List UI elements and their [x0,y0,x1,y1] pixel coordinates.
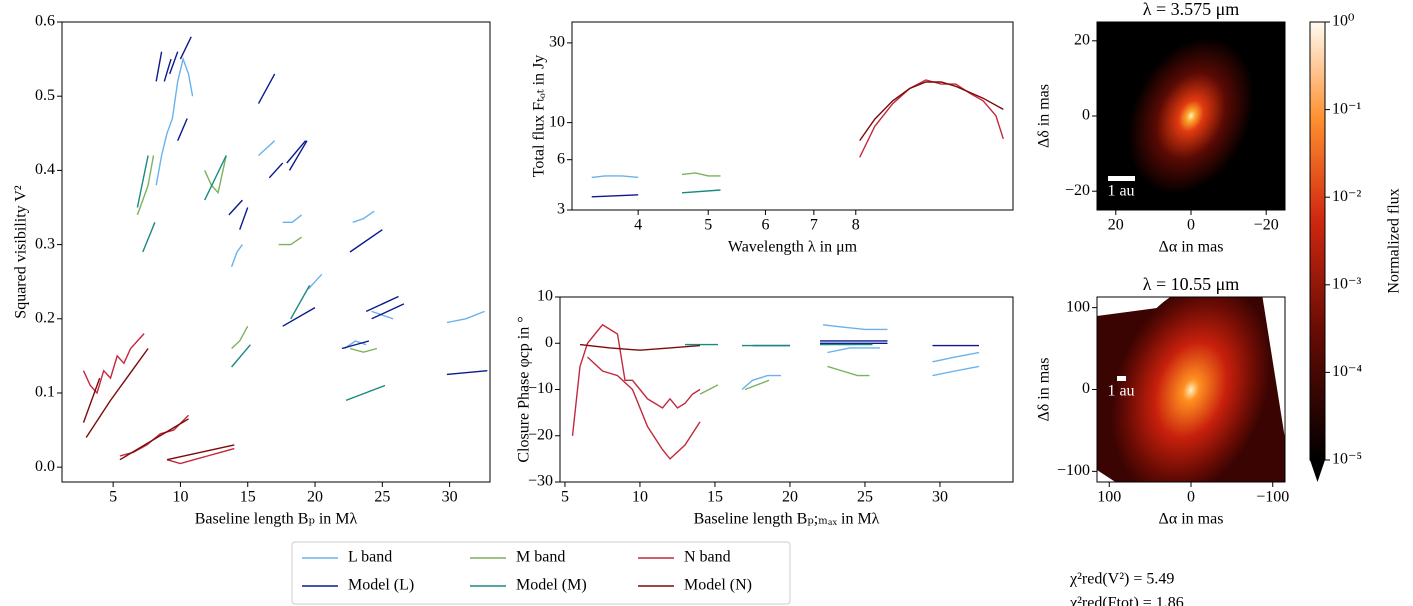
x-tick-label: 30 [442,489,458,506]
y-tick-label: 6 [557,150,565,167]
fit-statistic: χ²red(Ftot) = 1.86 [1069,595,1184,606]
y-tick-label: 0.1 [35,384,55,401]
image-2 [1097,297,1285,482]
series-line [859,79,1004,158]
y-tick-label: 0.3 [35,235,55,252]
y-tick-label: 0.5 [35,87,55,104]
y-tick-label: 0.4 [35,161,55,178]
scale-label: 1 au [1107,183,1134,200]
x-tick-label: 15 [240,489,256,506]
legend-label: N band [684,549,731,566]
series-line [591,194,639,198]
colorbar-frame [1309,21,1326,461]
x-axis-label: Δα in mas [1159,511,1224,528]
series-line [741,324,980,391]
y-tick-label: −20 [1065,182,1090,199]
series-line [699,365,870,395]
series-line [136,155,378,353]
plot-frame [61,21,491,483]
chart-title: λ = 10.55 μm [1143,274,1240,294]
series-line [859,81,1004,142]
y-tick-label: 0 [1082,380,1090,397]
x-tick-label: 7 [810,217,818,234]
x-axis-label: Baseline length Bₚ;ₘₐₓ in Mλ [694,511,880,528]
x-tick-label: 0 [1187,489,1195,506]
y-axis-label: Squared visibility V² [13,185,30,319]
x-axis-label: Δα in mas [1159,239,1224,256]
x-tick-label: 100 [1097,489,1121,506]
x-tick-label: 20 [307,489,323,506]
x-tick-label: 6 [761,217,769,234]
series-line [571,323,701,460]
x-tick-label: 25 [374,489,390,506]
legend-label: Model (N) [684,577,752,594]
y-tick-label: 0.0 [35,458,55,475]
image-1 [1097,22,1285,210]
y-tick-label: −10 [528,380,553,397]
x-tick-label: 20 [782,489,798,506]
x-tick-label: 5 [704,217,712,234]
series-line [82,333,235,465]
legend-label: Model (M) [516,577,587,594]
y-tick-label: 100 [1066,298,1090,315]
x-tick-label: 5 [561,489,569,506]
y-tick-label: 10 [537,288,553,305]
legend-label: Model (L) [348,577,414,594]
x-tick-label: 25 [857,489,873,506]
y-axis-label: Δδ in mas [1036,357,1053,421]
colorbar-label: Normalized flux [1386,188,1403,293]
plot-frame [571,21,1014,211]
legend-label: M band [516,549,565,566]
fit-statistic: χ²red(V²) = 5.49 [1069,571,1174,588]
x-tick-label: −20 [1254,217,1279,234]
y-tick-label: 0.2 [35,309,55,326]
y-tick-label: 20 [1074,31,1090,48]
x-tick-label: 10 [172,489,188,506]
series-line [155,56,485,350]
x-tick-label: 5 [109,489,117,506]
series-line [685,343,873,347]
y-tick-label: 10 [549,113,565,130]
colorbar [1310,22,1325,482]
x-tick-label: 30 [932,489,948,506]
legend-label: L band [348,549,392,566]
x-tick-label: 8 [852,217,860,234]
y-tick-label: 10⁻² [1332,188,1361,205]
y-tick-label: 10⁰ [1332,13,1354,30]
y-tick-label: 30 [549,34,565,51]
x-tick-label: 15 [707,489,723,506]
x-axis-label: Wavelength λ in μm [728,239,858,256]
series-line [681,172,721,177]
scale-label: 1 au [1107,383,1134,400]
chart-title: λ = 3.575 μm [1143,0,1240,19]
y-tick-label: 10⁻⁴ [1332,363,1362,380]
x-tick-label: −100 [1256,489,1289,506]
y-tick-label: 0 [545,334,553,351]
y-tick-label: 10⁻³ [1332,275,1361,292]
y-tick-label: −20 [528,426,553,443]
x-tick-label: 10 [632,489,648,506]
series-line [579,343,701,351]
y-axis-label: Δδ in mas [1036,84,1053,148]
y-axis-label: Total flux Fₜₒₜ in Jy [531,55,548,178]
series-line [155,36,488,376]
y-tick-label: −100 [1057,462,1090,479]
plot-frame [559,296,1014,483]
series-line [82,348,235,461]
x-tick-label: 20 [1108,217,1124,234]
y-axis-label: Closure Phase φcp in ° [516,316,533,462]
y-tick-label: 3 [557,201,565,218]
series-line [591,175,639,179]
y-tick-label: 10⁻⁵ [1332,451,1362,468]
y-tick-label: 0 [1082,107,1090,124]
y-tick-label: −30 [528,473,553,490]
x-tick-label: 4 [634,217,642,234]
series-line [136,155,386,402]
x-axis-label: Baseline length Bₚ in Mλ [195,511,358,528]
series-line [681,189,721,194]
y-tick-label: 0.6 [35,13,55,30]
y-tick-label: 10⁻¹ [1332,100,1361,117]
x-tick-label: 0 [1187,217,1195,234]
